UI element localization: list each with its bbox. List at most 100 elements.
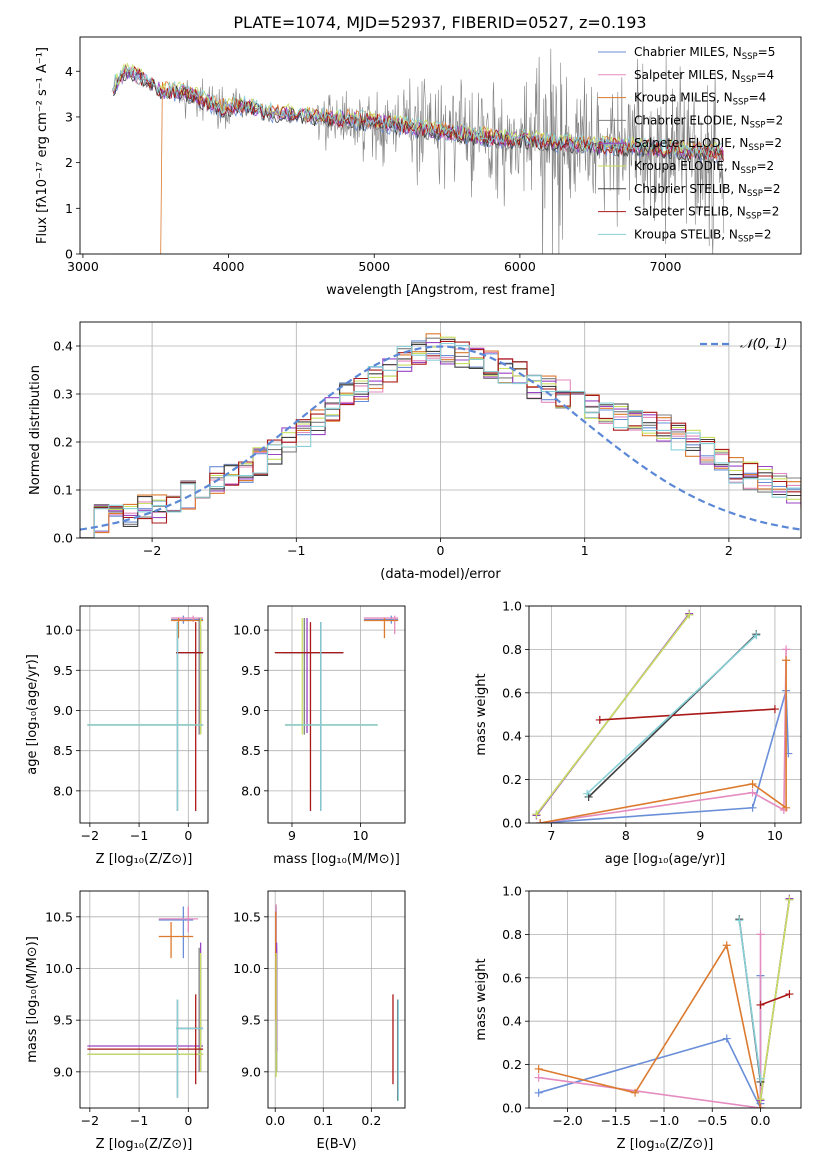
panel-weight-vs-z: −2.0 −1.5 −1.0 −0.5 0.0 0.0 0.2 0.4 0.6 0.8 1.0 Z […	[474, 884, 802, 1152]
x-tick-label: 9	[696, 828, 704, 843]
y-tick-label: 8.0	[241, 783, 261, 798]
y-tick-label: 9.5	[241, 1013, 261, 1028]
legend-entry: Salpeter ELODIE, NSSP=2	[634, 136, 782, 153]
axes-frame	[79, 890, 209, 1109]
legend-entry: Kroupa MILES, NSSP=4	[634, 91, 766, 108]
figure-title: PLATE=1074, MJD=52937, FIBERID=0527, z=0…	[233, 13, 646, 32]
y-tick-label: 0.2	[53, 435, 73, 450]
x-axis-label: (data-model)/error	[380, 567, 501, 582]
weight-marker-kroupa_elodie	[685, 610, 694, 619]
plot-area-mass-vs-z	[87, 906, 204, 1098]
weight-marker-chabrier_miles	[534, 1088, 543, 1097]
legend-entry: Chabrier STELIB, NSSP=2	[634, 182, 781, 199]
legend-entry: Chabrier MILES, NSSP=5	[634, 45, 775, 62]
x-tick-label: 0	[437, 543, 445, 558]
y-tick-label: 10.5	[45, 909, 73, 924]
legend-suffix: =4	[756, 68, 774, 82]
plot-area-weight-vs-age	[532, 609, 793, 823]
y-tick-label: 9.0	[241, 1064, 261, 1079]
weight-marker-kroupa_elodie	[756, 1095, 765, 1104]
x-tick-label: 0.0	[751, 1113, 771, 1128]
panel-age-vs-z: −2 −1 0 8.0 8.5 9.0 9.5 10.0 Z [log₁₀(Z/Z⊙)] age …	[25, 605, 209, 867]
weight-line-kroupa_miles	[538, 943, 762, 1108]
weight-marker-salpeter_miles	[782, 645, 791, 654]
y-tick-label: 0.0	[502, 816, 522, 831]
panel-spectrum: 3000 4000 5000 6000 7000 0 1 2 3 4 wavelength [Ang…	[35, 36, 802, 298]
legend-sub: SSP	[733, 98, 749, 108]
y-tick-label: 0.0	[502, 1101, 522, 1116]
y-tick-label: 1	[65, 201, 73, 216]
x-axis-label: E(B-V)	[316, 1137, 356, 1152]
x-tick-label: −1	[287, 543, 305, 558]
x-tick-label: 10	[767, 828, 783, 843]
y-tick-label: 0.4	[502, 1014, 522, 1029]
y-tick-label: 10.0	[233, 623, 261, 638]
y-tick-label: 10.5	[233, 909, 261, 924]
weight-line-kroupa_stelib	[738, 920, 762, 1079]
legend-sub: SSP	[741, 75, 757, 85]
x-tick-label: 0.1	[313, 1113, 333, 1128]
y-tick-label: 0.1	[53, 483, 73, 498]
x-tick-label: 3000	[67, 259, 99, 274]
y-tick-label: 10.0	[233, 961, 261, 976]
x-tick-label: 0.0	[265, 1113, 285, 1128]
y-tick-label: 8.0	[53, 783, 73, 798]
y-tick-label: 0.2	[502, 772, 522, 787]
x-axis-label: mass [log₁₀(M/M⊙)]	[273, 852, 400, 867]
legend-sub: SSP	[742, 52, 758, 62]
x-tick-label: 7	[547, 828, 555, 843]
y-tick-label: 9.0	[53, 1064, 73, 1079]
axes-frame	[267, 605, 406, 824]
legend-suffix: =2	[762, 205, 780, 219]
legend-entry: 𝒩(0, 1)	[740, 337, 787, 352]
axes-frame	[528, 605, 802, 824]
weight-marker-kroupa_miles	[536, 819, 545, 823]
legend-suffix: =2	[764, 136, 782, 150]
y-tick-label: 0.8	[502, 642, 522, 657]
x-tick-label: 5000	[358, 259, 390, 274]
weight-marker-salpeter_stelib	[770, 705, 779, 714]
weight-marker-salpeter_stelib	[595, 715, 604, 724]
y-tick-label: 9.5	[53, 663, 73, 678]
y-axis-label: mass weight	[474, 958, 489, 1040]
y-tick-label: 0.8	[502, 927, 522, 942]
weight-line-salpeter_stelib	[599, 708, 775, 721]
panel-residual-histogram: −2 −1 0 1 2 0.0 0.1 0.2 0.3 0.4 (data-model)/error…	[28, 321, 802, 582]
plot-area-mass-vs-ebv	[275, 904, 399, 1101]
y-tick-label: 9.0	[53, 703, 73, 718]
y-tick-label: 0.2	[502, 1057, 522, 1072]
legend-entry: Kroupa ELODIE, NSSP=2	[634, 159, 774, 176]
legend-suffix: =2	[766, 113, 784, 127]
axes-frame	[528, 890, 802, 1109]
x-tick-label: 6000	[504, 259, 536, 274]
model-spectrum-salpeter_stelib	[113, 64, 724, 161]
weight-marker-kroupa_miles	[782, 656, 791, 665]
plot-area-spectrum	[111, 48, 725, 254]
legend-suffix: =2	[754, 227, 772, 241]
weight-marker-kroupa_stelib	[752, 631, 761, 640]
legend-sub: SSP	[748, 143, 764, 153]
weight-marker-salpeter_stelib	[785, 990, 794, 999]
histogram-chabrier_stelib	[80, 338, 801, 538]
panel-mass-vs-z: −2 −1 0 9.0 9.5 10.0 10.5 Z [log₁₀(Z/Z⊙)] mass […	[25, 890, 209, 1152]
y-tick-label: 2	[65, 155, 73, 170]
y-tick-label: 10.0	[45, 623, 73, 638]
y-tick-label: 0.6	[502, 685, 522, 700]
y-tick-label: 1.0	[502, 599, 522, 614]
axes-frame	[79, 605, 209, 824]
weight-line-chabrier_miles	[540, 690, 790, 823]
weight-line-kroupa_miles	[540, 660, 787, 823]
legend-suffix: =5	[758, 45, 776, 59]
y-tick-label: 8.5	[53, 743, 73, 758]
weight-marker-kroupa_miles	[782, 803, 791, 812]
axes-frame	[79, 321, 802, 539]
plot-area-age-vs-z	[87, 615, 204, 811]
y-tick-label: 0	[65, 247, 73, 262]
y-axis-label: mass [log₁₀(M/M⊙)]	[25, 936, 40, 1063]
legend-sub: SSP	[738, 234, 754, 244]
legend-suffix: =2	[763, 182, 781, 196]
plot-area-weight-vs-z	[534, 894, 794, 1108]
x-tick-label: −2.0	[552, 1113, 582, 1128]
observed-spectrum	[111, 48, 725, 254]
